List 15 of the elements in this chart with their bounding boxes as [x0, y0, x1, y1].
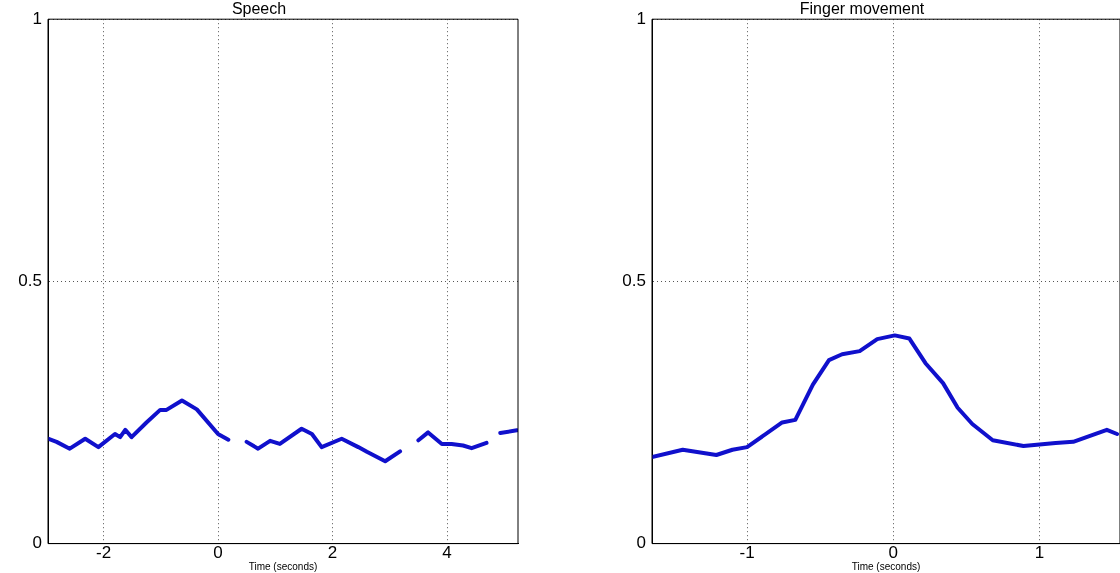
x-tick-label: 0 — [213, 543, 223, 563]
y-tick-label: 1 — [32, 8, 42, 28]
chart-title: Speech — [231, 0, 287, 18]
x-tick-label: 1 — [1034, 543, 1045, 563]
x-tick-label: 0 — [888, 543, 899, 563]
x-tick-label: 2 — [327, 543, 338, 563]
x-tick-label: -1 — [739, 543, 755, 563]
x-tick-label: -2 — [95, 543, 112, 563]
x-axis-title: Time (seconds) — [851, 560, 921, 572]
chart-title: Finger movement — [799, 0, 925, 18]
y-tick-label: 0.5 — [18, 271, 42, 291]
y-tick-label: 1 — [636, 8, 646, 28]
y-tick-label: 0.5 — [622, 271, 646, 291]
x-axis-title: Time (seconds) — [248, 560, 318, 572]
x-tick-label: 4 — [442, 543, 452, 563]
